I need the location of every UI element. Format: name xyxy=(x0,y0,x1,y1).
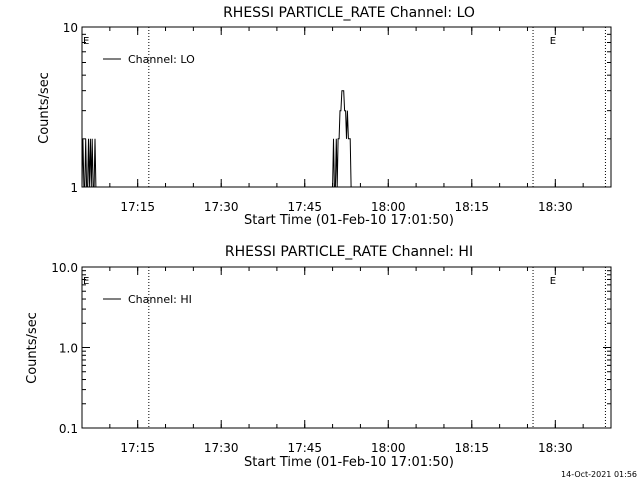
hi-y-tick-label: 0.1 xyxy=(59,422,78,436)
lo-x-tick-label: 18:15 xyxy=(454,200,489,214)
lo-x-tick-label: 18:00 xyxy=(371,200,406,214)
hi-x-tick-label: 18:15 xyxy=(454,441,489,455)
lo-y-axis-label: Counts/sec xyxy=(37,72,52,144)
lo-y-tick-label: 1 xyxy=(70,181,78,195)
lo-x-tick-label: 17:45 xyxy=(287,200,322,214)
hi-e-marker: E xyxy=(550,276,556,287)
hi-y-tick-label: 1.0 xyxy=(59,342,78,356)
lo-x-tick-label: 17:30 xyxy=(204,200,239,214)
hi-e-marker: E xyxy=(83,276,89,287)
hi-y-axis-label: Counts/sec xyxy=(25,312,40,384)
hi-x-tick-label: 17:15 xyxy=(120,441,155,455)
lo-x-tick-label: 18:30 xyxy=(538,200,573,214)
lo-legend-label: Channel: LO xyxy=(128,53,195,66)
lo-e-marker: E xyxy=(550,36,556,47)
lo-series-line xyxy=(81,90,365,188)
hi-plot-frame xyxy=(81,266,612,429)
lo-y-tick-label: 10 xyxy=(63,21,78,35)
hi-x-tick-label: 18:30 xyxy=(538,441,573,455)
lo-plot-frame xyxy=(81,26,612,188)
lo-x-tick-label: 17:15 xyxy=(120,200,155,214)
hi-chart-title: RHESSI PARTICLE_RATE Channel: HI xyxy=(225,244,473,260)
hi-x-tick-label: 18:00 xyxy=(371,441,406,455)
lo-e-marker: E xyxy=(83,36,89,47)
lo-x-axis-label: Start Time (01-Feb-10 17:01:50) xyxy=(244,213,454,228)
footer-timestamp: 14-Oct-2021 01:56 xyxy=(561,470,637,479)
hi-y-tick-label: 10.0 xyxy=(51,261,78,275)
lo-channel-panel: RHESSI PARTICLE_RATE Channel: LO Start T… xyxy=(37,5,612,228)
hi-tick-group: 17:15 17:30 17:45 18:00 18:15 18:30 0.1 1.0 10.0 xyxy=(51,261,612,455)
hi-x-axis-label: Start Time (01-Feb-10 17:01:50) xyxy=(244,455,454,470)
hi-channel-panel: RHESSI PARTICLE_RATE Channel: HI Start T… xyxy=(25,244,612,470)
hi-legend-label: Channel: HI xyxy=(128,293,192,306)
lo-chart-title: RHESSI PARTICLE_RATE Channel: LO xyxy=(223,5,475,21)
hi-x-tick-label: 17:45 xyxy=(287,441,322,455)
hi-x-tick-label: 17:30 xyxy=(204,441,239,455)
